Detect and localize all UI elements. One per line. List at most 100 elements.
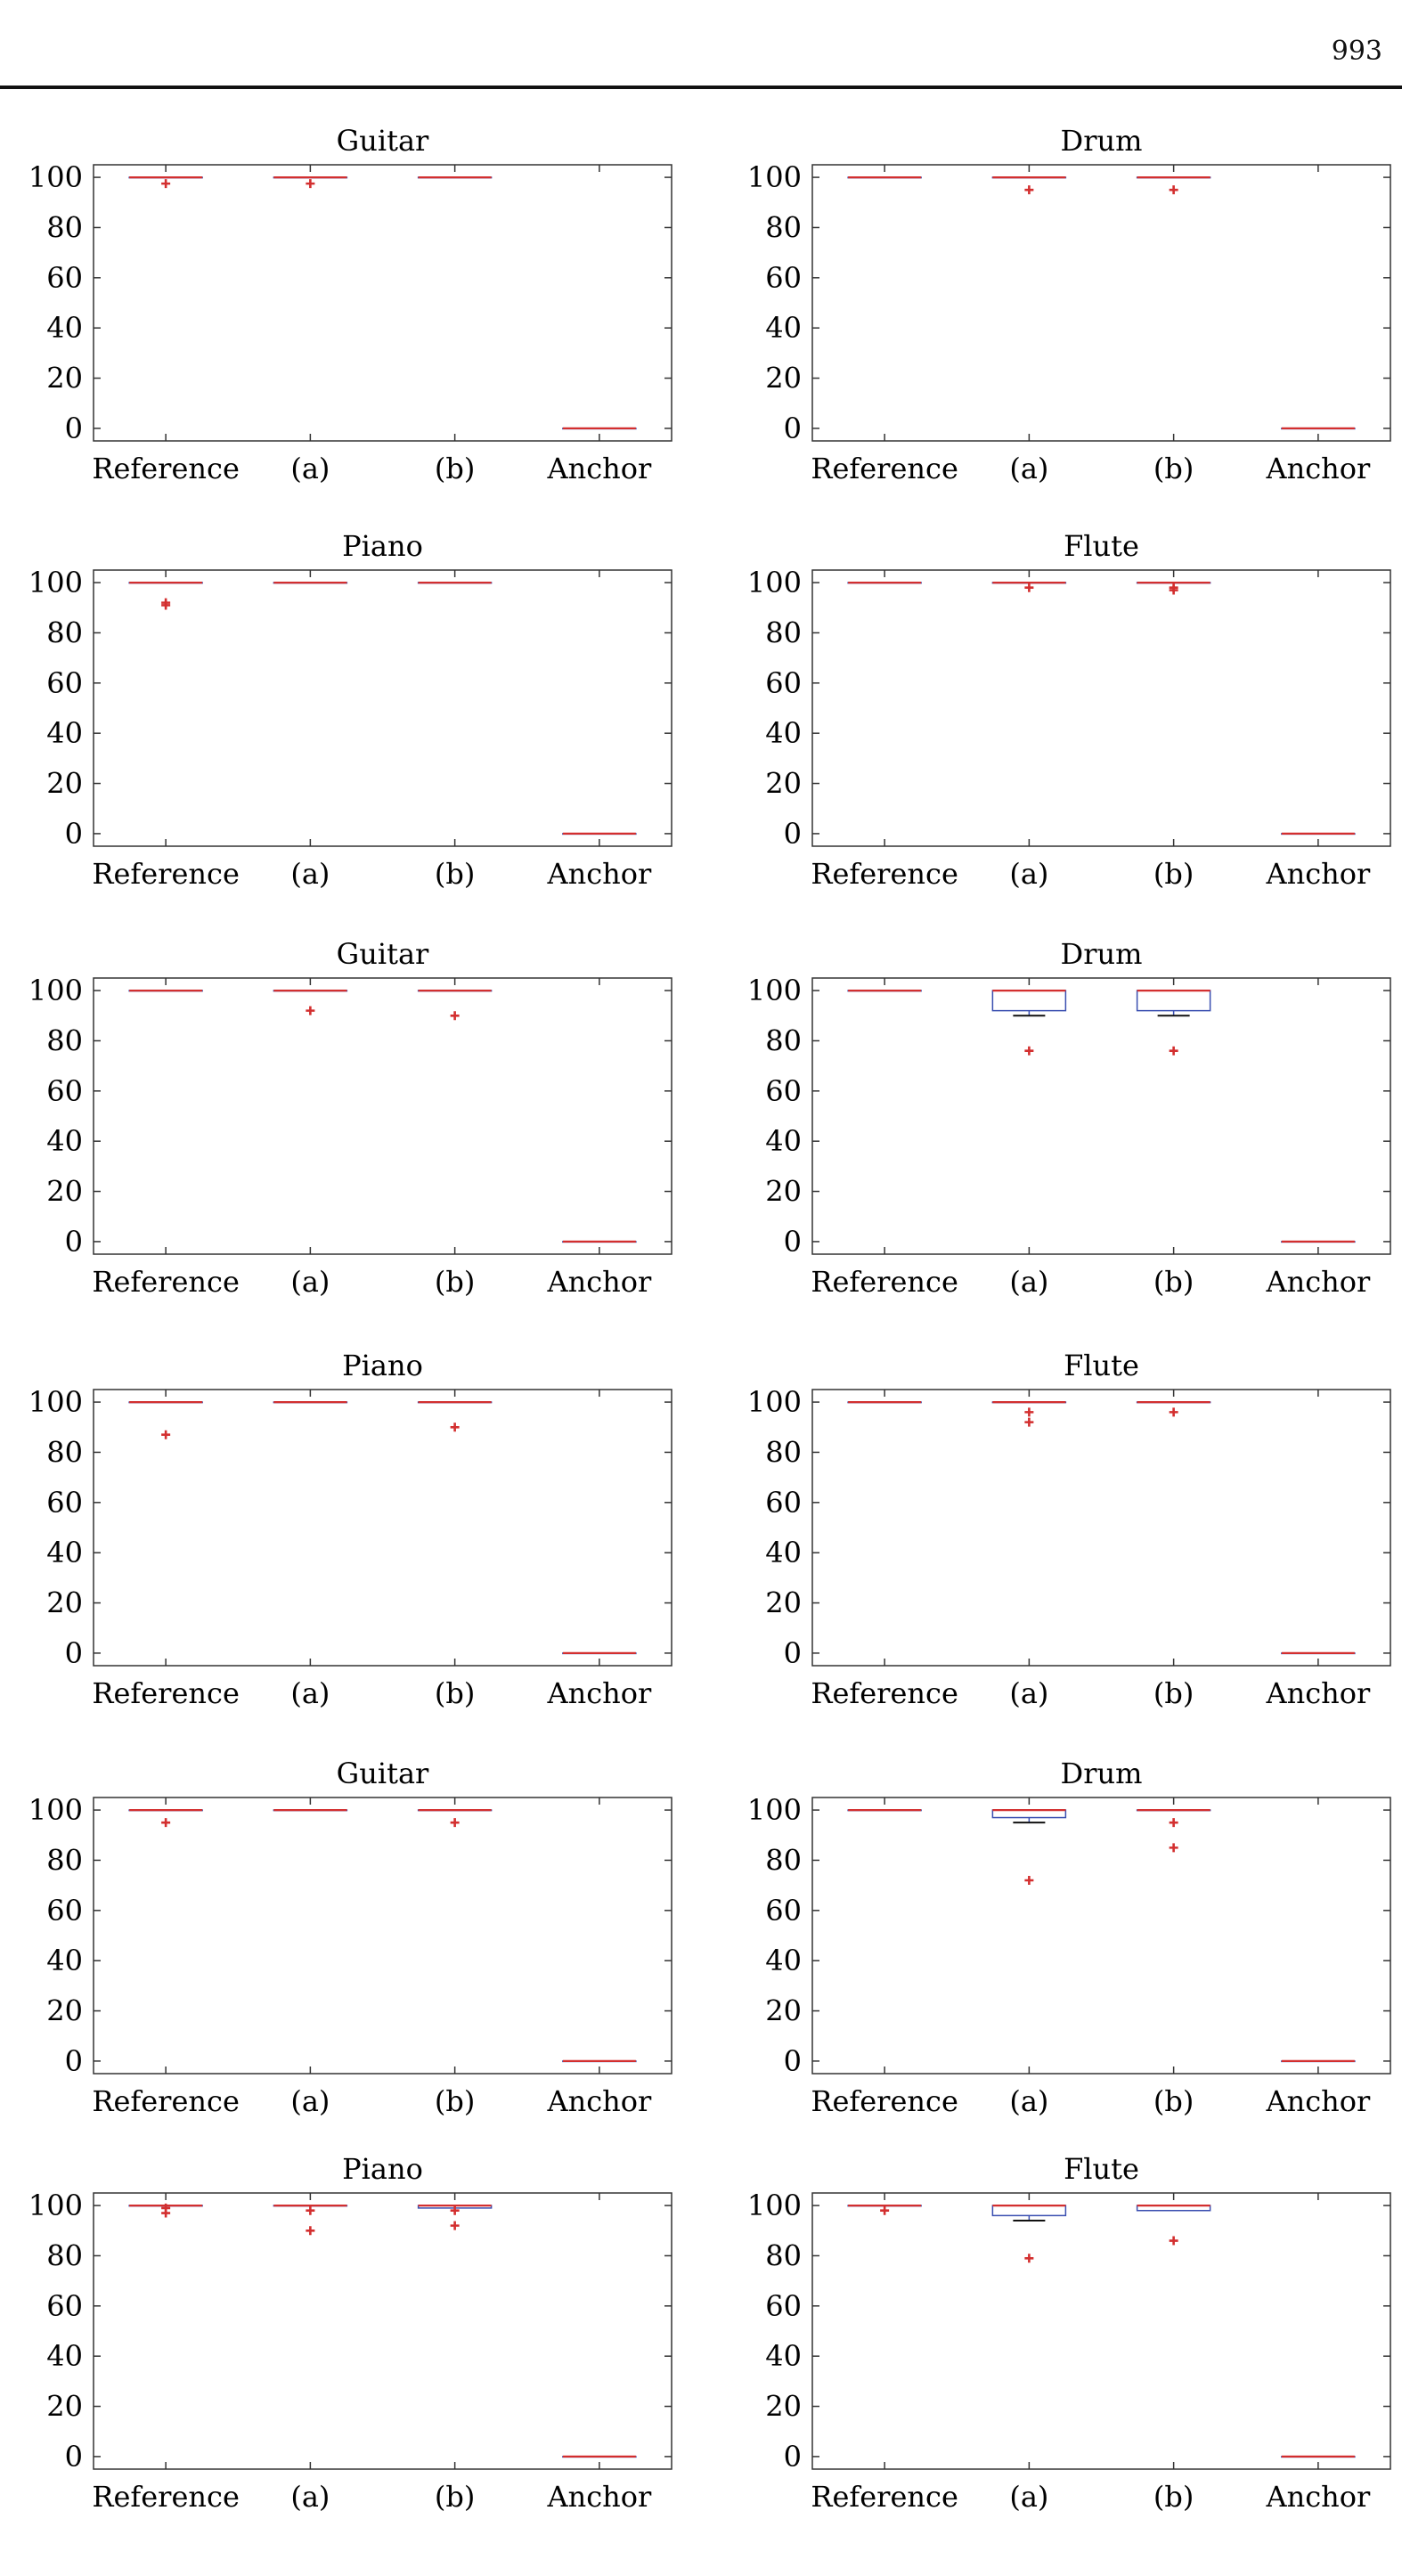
box-2 (273, 2204, 348, 2236)
x-category-label: Reference (811, 452, 958, 485)
chart-panel-7: Piano 0 20 40 60 80 100 Reference (a) (b) Anchor (29, 1349, 672, 1710)
outlier-marker (1169, 1046, 1178, 1056)
outlier-marker (1024, 1876, 1034, 1885)
chart-title: Piano (342, 1349, 423, 1382)
box-1 (128, 1400, 203, 1439)
y-tick-label: 100 (29, 160, 83, 194)
y-tick-label: 0 (65, 817, 83, 851)
outlier-marker (161, 1430, 171, 1439)
x-category-label: Anchor (1265, 452, 1371, 485)
y-tick-label: 0 (65, 2044, 83, 2078)
box-2 (991, 2204, 1067, 2263)
plot-frame (93, 2192, 672, 2470)
outlier-marker (450, 1818, 460, 1828)
x-category-label: Reference (92, 857, 240, 891)
x-category-label: Anchor (1265, 2084, 1371, 2118)
outlier-marker (1169, 1818, 1178, 1828)
box-3 (1136, 1400, 1211, 1417)
box-4 (562, 2059, 637, 2063)
box-2 (991, 1400, 1067, 1427)
y-tick-label: 0 (784, 2440, 802, 2474)
x-category-label: (b) (435, 2480, 475, 2514)
box-2 (991, 175, 1067, 195)
x-category-label: (a) (1009, 2084, 1048, 2118)
outlier-marker (1024, 185, 1034, 195)
plot-frame (811, 164, 1391, 442)
box-1 (128, 2203, 203, 2218)
y-tick-label: 100 (747, 566, 802, 599)
y-tick-label: 80 (765, 210, 802, 244)
x-category-label: Anchor (546, 1676, 652, 1710)
y-tick-label: 0 (65, 1636, 83, 1670)
box-3 (417, 1400, 493, 1432)
box-1 (847, 175, 922, 179)
outlier-marker (1169, 583, 1178, 592)
box-iqr (991, 990, 1067, 1012)
y-tick-label: 80 (765, 615, 802, 649)
outlier-marker (161, 179, 171, 189)
plot-frame (811, 1797, 1391, 2075)
outlier-marker (880, 2205, 890, 2215)
chart-panel-5: Guitar 0 20 40 60 80 100 Reference (a) (b) Anchor (29, 937, 672, 1299)
x-category-label: (b) (435, 1676, 475, 1710)
y-tick-label: 0 (65, 412, 83, 445)
box-4 (562, 832, 637, 836)
box-3 (417, 175, 493, 179)
box-2 (273, 1400, 348, 1404)
plot-frame (93, 569, 672, 847)
plot-frame (811, 569, 1391, 847)
y-tick-label: 0 (65, 2440, 83, 2474)
outlier-marker (1024, 1407, 1034, 1417)
y-tick-label: 40 (46, 716, 83, 750)
x-category-label: Anchor (546, 1265, 652, 1299)
y-tick-label: 100 (29, 974, 83, 1007)
outlier-marker (306, 2226, 315, 2236)
outlier-marker (306, 179, 315, 189)
chart-panel-12: Flute 0 20 40 60 80 100 Reference (a) (b) Anchor (747, 2152, 1391, 2514)
x-category-label: (a) (1009, 1676, 1048, 1710)
y-tick-label: 60 (46, 2289, 83, 2323)
y-tick-label: 80 (765, 1023, 802, 1057)
box-3 (1136, 989, 1211, 1056)
outlier-marker (1169, 185, 1178, 195)
x-category-label: (b) (435, 857, 475, 891)
outlier-marker (1024, 1046, 1034, 1056)
chart-panel-10: Drum 0 20 40 60 80 100 Reference (a) (b) Anchor (747, 1757, 1391, 2118)
chart-panel-1: Guitar 0 20 40 60 80 100 Reference (a) (b) Anchor (29, 124, 672, 485)
x-category-label: Reference (811, 1676, 958, 1710)
x-category-label: (a) (1009, 452, 1048, 485)
y-tick-label: 20 (765, 362, 802, 395)
chart-title: Drum (1061, 1757, 1143, 1790)
box-4 (562, 1651, 637, 1655)
y-tick-label: 80 (46, 1435, 83, 1469)
y-tick-label: 40 (46, 1124, 83, 1158)
chart-title: Guitar (337, 937, 429, 971)
x-category-label: (a) (290, 1265, 330, 1299)
box-3 (417, 1808, 493, 1828)
y-tick-label: 60 (765, 1894, 802, 1928)
box-4 (1281, 2059, 1356, 2063)
chart-title: Guitar (337, 124, 429, 158)
outlier-marker (1169, 2236, 1178, 2246)
x-category-label: Anchor (546, 2084, 652, 2118)
outlier-marker (161, 2203, 171, 2213)
box-1 (128, 1808, 203, 1828)
outlier-marker (1024, 583, 1034, 592)
outlier-marker (306, 2205, 315, 2215)
header-rule (0, 86, 1402, 89)
y-tick-label: 100 (29, 1793, 83, 1827)
outlier-marker (1169, 1407, 1178, 1417)
y-tick-label: 20 (46, 2390, 83, 2424)
box-1 (847, 1400, 922, 1404)
box-1 (128, 581, 203, 610)
y-tick-label: 40 (765, 1944, 802, 1977)
x-category-label: Reference (92, 2480, 240, 2514)
y-tick-label: 100 (747, 2189, 802, 2222)
y-tick-label: 0 (784, 817, 802, 851)
chart-panel-3: Piano 0 20 40 60 80 100 Reference (a) (b) Anchor (29, 529, 672, 891)
box-3 (417, 2204, 493, 2230)
y-tick-label: 100 (29, 1385, 83, 1419)
y-tick-label: 0 (784, 1636, 802, 1670)
plot-frame (93, 1797, 672, 2075)
